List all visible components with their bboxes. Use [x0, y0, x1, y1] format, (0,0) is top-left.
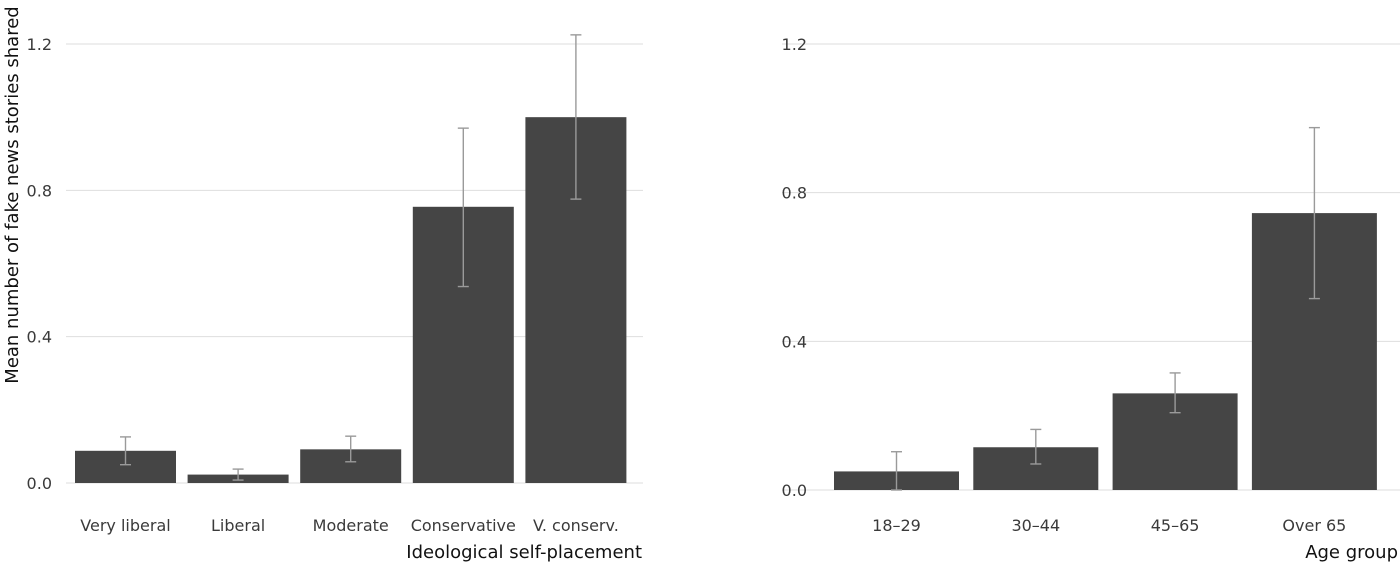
ideology-category-label: Moderate	[313, 516, 389, 535]
ideology-error-bar	[345, 435, 357, 463]
age-y-tick-label: 0.4	[782, 332, 807, 351]
age-y-tick-label: 0.0	[782, 481, 807, 500]
age-category-label: 18–29	[872, 516, 921, 535]
age-error-bar	[891, 451, 902, 491]
ideology-panel: Mean number of fake news stories shared …	[2, 6, 643, 563]
age-panel: Age group 0.0 0.4 0.8 1.2 18–29 30–44 45–65 Ove…	[782, 35, 1400, 563]
ideology-error-bar	[570, 34, 582, 200]
ideology-y-tick-label: 0.8	[27, 181, 52, 200]
age-x-axis-title: Age group	[1305, 542, 1398, 563]
age-category-label: 45–65	[1151, 516, 1200, 535]
age-error-bar	[1169, 372, 1181, 414]
age-category-label: Over 65	[1282, 516, 1346, 535]
ideology-category-label: Very liberal	[80, 516, 170, 535]
ideology-error-bar	[120, 436, 131, 466]
ideology-error-bar	[232, 468, 244, 481]
ideology-error-bar	[457, 127, 469, 288]
age-category-label: 30–44	[1011, 516, 1060, 535]
age-y-tick-label: 0.8	[782, 184, 807, 203]
ideology-y-tick-label: 0.4	[27, 328, 52, 347]
ideology-category-label: Liberal	[211, 516, 265, 535]
ideology-y-axis-title: Mean number of fake news stories shared	[2, 6, 23, 383]
ideology-y-tick-label: 1.2	[27, 35, 52, 54]
age-error-bar	[1030, 428, 1042, 465]
age-y-tick-label: 1.2	[782, 35, 807, 54]
ideology-y-tick-label: 0.0	[27, 474, 52, 493]
ideology-category-label: Conservative	[411, 516, 516, 535]
ideology-category-label: V. conserv.	[533, 516, 619, 535]
ideology-x-axis-title: Ideological self-placement	[406, 542, 642, 563]
age-error-bar	[1308, 126, 1320, 300]
